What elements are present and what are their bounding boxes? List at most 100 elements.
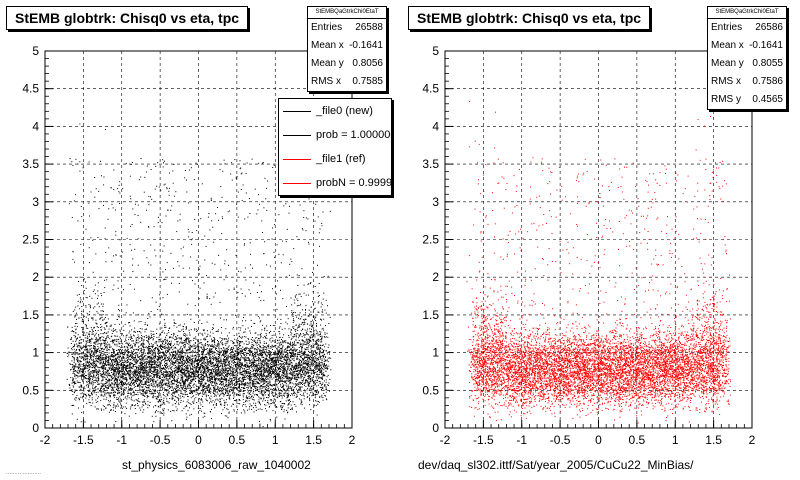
data-point (251, 365, 253, 367)
data-point (167, 392, 169, 394)
data-point (243, 354, 245, 355)
data-point (272, 358, 274, 359)
data-point (189, 342, 191, 344)
data-point (73, 373, 75, 375)
data-point (294, 375, 295, 377)
data-point (143, 360, 145, 362)
data-point (211, 363, 213, 365)
data-point (86, 358, 88, 360)
data-point (161, 382, 162, 384)
data-point (174, 371, 176, 373)
data-point (186, 351, 188, 353)
data-point (114, 330, 116, 331)
data-point (286, 378, 288, 380)
data-point (201, 353, 202, 355)
data-point (263, 380, 265, 382)
data-point (317, 368, 319, 370)
data-point (122, 406, 124, 408)
data-point (124, 397, 126, 399)
data-point (118, 304, 120, 306)
data-point (275, 363, 277, 365)
data-point (240, 288, 242, 290)
data-point (157, 352, 159, 354)
data-point (224, 163, 226, 165)
data-point (185, 386, 187, 388)
data-point (253, 362, 255, 364)
data-point (212, 341, 214, 343)
data-point (299, 398, 300, 400)
data-point (244, 358, 246, 360)
data-point (81, 374, 82, 376)
data-point (275, 344, 277, 346)
data-point (178, 381, 180, 383)
data-point (281, 395, 283, 397)
data-point (227, 350, 229, 352)
data-point (282, 370, 284, 372)
data-point (264, 348, 266, 350)
data-point (251, 405, 253, 407)
data-point (250, 364, 252, 366)
data-point (303, 363, 305, 365)
data-point (96, 371, 98, 373)
data-point (128, 367, 130, 369)
data-point (256, 351, 258, 353)
data-point (281, 397, 283, 399)
data-point (290, 353, 292, 354)
data-point (253, 360, 255, 362)
data-point (121, 359, 123, 361)
data-point (260, 364, 262, 366)
data-point (95, 319, 97, 321)
data-point (75, 194, 77, 196)
data-point (132, 271, 134, 272)
data-point (301, 346, 303, 348)
data-point (134, 355, 136, 357)
data-point (213, 346, 215, 348)
data-point (141, 355, 143, 357)
data-point (322, 211, 324, 213)
data-point (281, 364, 283, 366)
data-point (325, 356, 327, 358)
data-point (126, 350, 128, 352)
data-point (106, 364, 108, 366)
data-point (156, 359, 158, 361)
data-point (148, 338, 150, 340)
data-point (103, 398, 105, 400)
data-point (160, 384, 162, 386)
data-point (201, 369, 203, 371)
data-point (303, 354, 305, 356)
data-point (226, 373, 228, 375)
data-point (232, 341, 234, 343)
data-point (145, 403, 147, 405)
data-point (220, 377, 222, 379)
data-point (309, 328, 311, 330)
data-point (105, 358, 107, 360)
data-point (315, 352, 317, 354)
data-point (280, 323, 282, 324)
data-point (291, 366, 293, 368)
data-point (146, 373, 148, 375)
data-point (180, 379, 181, 381)
data-point (303, 292, 305, 294)
data-point (96, 370, 98, 372)
data-point (253, 411, 255, 413)
data-point (103, 327, 105, 329)
data-point (131, 336, 133, 338)
data-point (283, 411, 285, 413)
data-point (305, 361, 307, 363)
data-point (228, 360, 230, 362)
data-point (214, 375, 216, 377)
data-point (160, 360, 162, 361)
data-point (241, 383, 243, 385)
data-point (224, 366, 226, 368)
data-point (146, 366, 148, 368)
data-point (265, 397, 267, 398)
data-point (83, 375, 85, 377)
data-point (182, 358, 184, 360)
data-point (218, 370, 220, 372)
data-point (249, 373, 250, 375)
data-point (193, 395, 195, 397)
data-point (253, 373, 255, 375)
data-point (230, 389, 232, 391)
data-point (187, 373, 189, 374)
data-point (250, 372, 252, 374)
